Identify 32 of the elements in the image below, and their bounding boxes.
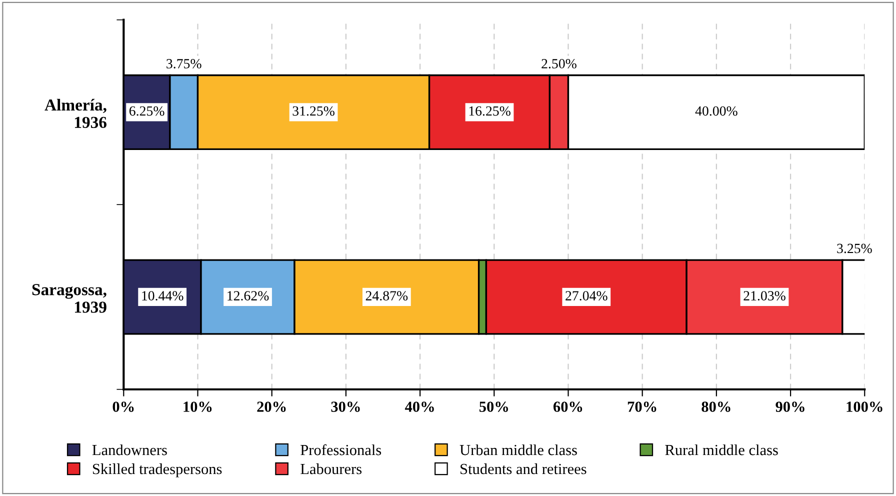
data-label: 12.62% bbox=[228, 291, 269, 301]
legend-label: Labourers bbox=[300, 463, 362, 474]
data-label: 31.25% bbox=[292, 106, 334, 116]
x-tick-label: 60% bbox=[553, 402, 582, 412]
data-label: 10.44% bbox=[142, 291, 184, 301]
data-label: 21.03% bbox=[744, 291, 786, 301]
y-tick-label: Almería, 1936 bbox=[44, 98, 106, 128]
x-tick-label: 90% bbox=[776, 402, 804, 412]
data-label: 27.04% bbox=[566, 291, 608, 301]
x-tick-label: 80% bbox=[702, 402, 730, 412]
legend-label: Professionals bbox=[300, 444, 382, 456]
data-label: 3.25% bbox=[837, 244, 872, 254]
data-label: 24.87% bbox=[366, 291, 408, 301]
data-label: 6.25% bbox=[129, 106, 164, 116]
data-label: 2.50% bbox=[542, 59, 576, 68]
x-tick-label: 50% bbox=[479, 402, 508, 412]
legend-label: Students and retirees bbox=[460, 463, 586, 474]
x-tick-label: 40% bbox=[404, 402, 434, 412]
legend-label: Skilled tradespersons bbox=[92, 463, 222, 478]
x-tick-label: 70% bbox=[628, 402, 656, 412]
legend-label: Urban middle class bbox=[460, 444, 577, 456]
x-tick-label: 30% bbox=[331, 402, 360, 412]
data-label: 40.00% bbox=[695, 106, 738, 116]
x-tick-label: 0% bbox=[112, 402, 134, 412]
legend-label: Landowners bbox=[92, 444, 167, 456]
x-tick-label: 100% bbox=[846, 402, 882, 412]
legend-label: Rural middle class bbox=[665, 444, 778, 456]
x-tick-label: 10% bbox=[184, 402, 212, 412]
x-tick-label: 20% bbox=[257, 402, 286, 412]
data-label: 16.25% bbox=[469, 106, 510, 116]
data-label: 3.75% bbox=[166, 59, 202, 68]
y-tick-label: Saragossa, 1939 bbox=[32, 284, 106, 313]
